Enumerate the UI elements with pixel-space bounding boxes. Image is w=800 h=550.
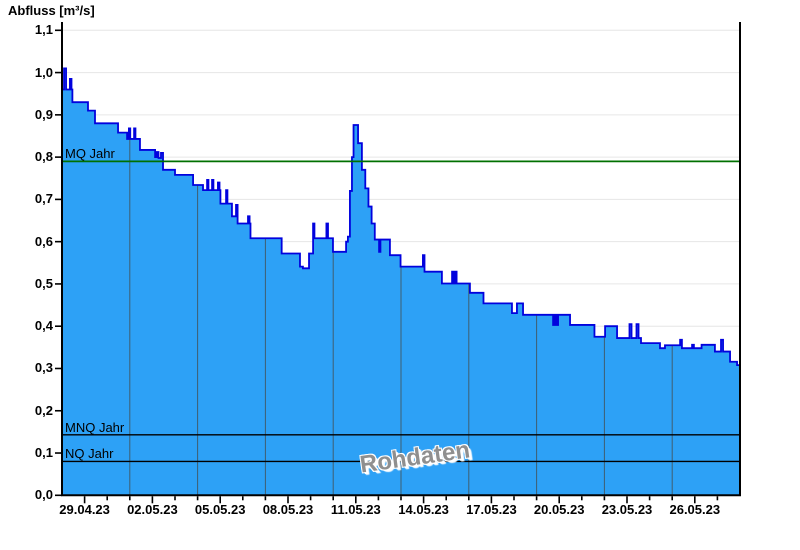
y-tick-label: 0,4	[34, 318, 53, 334]
y-tick-label: 1,1	[34, 22, 53, 38]
reference-label-mnq-jahr: MNQ Jahr	[65, 419, 125, 435]
discharge-line	[62, 67, 740, 366]
reference-label-nq-jahr: NQ Jahr	[65, 446, 114, 462]
x-tick-label: 05.05.23	[194, 502, 246, 518]
x-tick-label: 08.05.23	[262, 502, 314, 518]
x-tick-label: 20.05.23	[533, 502, 585, 518]
y-tick-label: 0,3	[34, 360, 53, 376]
y-tick-label: 0,5	[34, 275, 53, 291]
x-tick-label: 26.05.23	[669, 502, 721, 518]
reference-label-mq-jahr: MQ Jahr	[65, 146, 115, 162]
y-tick-label: 0,2	[34, 402, 53, 418]
x-tick-label: 11.05.23	[330, 502, 381, 518]
x-tick-label: 29.04.23	[59, 502, 110, 518]
y-tick-label: 0,6	[34, 233, 53, 249]
y-tick-label: 0,1	[34, 445, 53, 461]
y-tick-label: 1,0	[34, 64, 53, 80]
y-tick-label: 0,9	[34, 106, 53, 122]
x-tick-label: 17.05.23	[466, 502, 517, 518]
x-tick-label: 02.05.23	[127, 502, 178, 518]
x-tick-label: 23.05.23	[601, 502, 653, 518]
x-tick-label: 14.05.23	[398, 502, 449, 518]
y-tick-label: 0,8	[34, 149, 53, 165]
chart-title: Abfluss [m³/s]	[8, 3, 95, 18]
y-tick-label: 0,0	[34, 487, 53, 503]
y-tick-label: 0,7	[34, 191, 53, 207]
